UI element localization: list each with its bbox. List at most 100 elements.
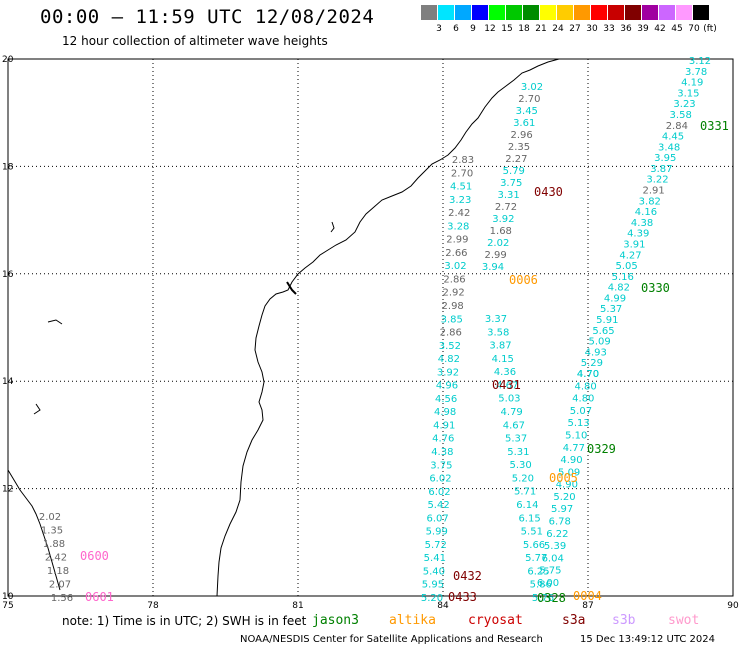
swh-value-track-c: 4.77 xyxy=(563,443,585,454)
swh-value-track-b: 6.14 xyxy=(516,500,538,511)
swh-value-track-c: 6.00 xyxy=(537,578,559,589)
satellite-legend-jason3: jason3 xyxy=(312,613,359,628)
pass-time-label: 0328 xyxy=(537,591,566,605)
swh-value-track-north: 2.99 xyxy=(484,250,506,261)
swh-value-track-b: 5.77 xyxy=(525,553,547,564)
swh-value-track-b: 4.15 xyxy=(492,354,514,365)
swh-value-track-east: 4.38 xyxy=(631,218,653,229)
swh-value-track-a: 6.07 xyxy=(427,513,449,524)
swh-value-track-b: 4.36 xyxy=(494,367,516,378)
swh-value-track-east: 4.16 xyxy=(635,207,657,218)
swh-value-track-b: 5.66 xyxy=(523,540,545,551)
coastline-southwest xyxy=(7,469,61,591)
colorbar-label: 36 xyxy=(620,24,632,34)
colorbar-swatch xyxy=(591,5,607,20)
swh-value-track-b: 5.03 xyxy=(498,394,520,405)
swh-value-track-east: 5.37 xyxy=(600,304,622,315)
swh-value-track-a: 6.02 xyxy=(428,487,450,498)
pass-time-label: 0600 xyxy=(80,549,109,563)
swh-value-track-b: 5.30 xyxy=(509,460,531,471)
swh-value-track-east: 3.91 xyxy=(623,239,645,250)
pass-time-label: 0331 xyxy=(700,119,729,133)
swh-value-track-east: 3.48 xyxy=(658,142,680,153)
swh-value-track-a: 5.40 xyxy=(423,566,445,577)
colorbar-swatch xyxy=(523,5,539,20)
lon-tick-label: 78 xyxy=(147,601,159,611)
swh-value-track-west: 2.42 xyxy=(45,553,67,564)
swh-value-track-c: 6.78 xyxy=(549,517,571,528)
swh-value-track-b: 6.25 xyxy=(527,566,549,577)
swh-value-track-a: 2.86 xyxy=(443,274,465,285)
swh-value-track-a: 5.72 xyxy=(425,540,447,551)
swh-value-track-east: 5.29 xyxy=(581,358,603,369)
colorbar-swatch xyxy=(642,5,658,20)
swh-value-track-east: 5.16 xyxy=(612,272,634,283)
island-shoal xyxy=(330,221,335,233)
swh-value-track-east: 5.65 xyxy=(592,326,614,337)
swh-value-track-b: 5.71 xyxy=(514,487,536,498)
swh-value-track-east: 4.45 xyxy=(662,132,684,143)
swh-value-track-a: 5.99 xyxy=(426,527,448,538)
swh-value-track-east: 5.09 xyxy=(588,337,610,348)
lat-tick-label: 16 xyxy=(2,270,14,280)
swh-value-track-c: 4.90 xyxy=(560,455,582,466)
colorbar-swatch xyxy=(625,5,641,20)
swh-value-track-a: 4.56 xyxy=(435,394,457,405)
swh-value-track-b: 4.79 xyxy=(501,407,523,418)
map-subtitle: 12 hour collection of altimeter wave hei… xyxy=(62,34,328,48)
colorbar-label: 70 xyxy=(688,24,700,34)
swh-value-track-a: 3.28 xyxy=(447,221,469,232)
swh-value-track-c: 4.80 xyxy=(572,394,594,405)
footer-note: note: 1) Time is in UTC; 2) SWH is in fe… xyxy=(62,614,307,628)
colorbar-label: 27 xyxy=(569,24,581,34)
swh-value-track-a: 3.75 xyxy=(430,460,452,471)
swh-value-track-east: 3.12 xyxy=(689,56,711,67)
swh-value-track-east: 5.91 xyxy=(596,315,618,326)
swh-value-track-c: 5.10 xyxy=(565,430,587,441)
colorbar-label: 39 xyxy=(637,24,649,34)
colorbar-label: 33 xyxy=(603,24,615,34)
colorbar-swatch xyxy=(455,5,471,20)
swh-value-track-east: 3.82 xyxy=(639,196,661,207)
pass-time-label: 0329 xyxy=(587,442,616,456)
swh-value-track-north: 5.79 xyxy=(503,166,525,177)
pass-time-label: 0330 xyxy=(641,281,670,295)
swh-value-track-north: 3.61 xyxy=(513,118,535,129)
swh-value-track-a: 3.85 xyxy=(441,314,463,325)
swh-value-track-c: 6.22 xyxy=(546,529,568,540)
swh-value-track-b: 3.37 xyxy=(485,314,507,325)
swh-value-track-east: 3.78 xyxy=(685,67,707,78)
swh-value-track-west: 1.35 xyxy=(41,526,63,537)
swh-value-track-b: 5.51 xyxy=(521,527,543,538)
swh-value-track-east: 4.99 xyxy=(604,293,626,304)
swh-value-track-north: 3.75 xyxy=(500,178,522,189)
pass-time-label: 0433 xyxy=(448,590,477,604)
colorbar-swatch xyxy=(608,5,624,20)
colorbar-label: 3 xyxy=(436,24,442,34)
swh-value-track-c: 5.75 xyxy=(539,566,561,577)
colorbar-swatch xyxy=(506,5,522,20)
swh-value-track-north: 3.45 xyxy=(516,106,538,117)
lon-tick-label: 90 xyxy=(727,601,739,611)
swh-value-track-north: 2.72 xyxy=(495,202,517,213)
swh-value-track-a: 4.38 xyxy=(431,447,453,458)
swh-value-track-north: 3.94 xyxy=(482,262,504,273)
colorbar-label: 45 xyxy=(671,24,683,34)
swh-value-track-east: 3.87 xyxy=(650,164,672,175)
swh-value-track-a: 2.42 xyxy=(448,208,470,219)
lat-tick-label: 14 xyxy=(2,377,14,387)
swh-value-track-b: 3.58 xyxy=(487,327,509,338)
swh-value-track-north: 2.27 xyxy=(505,154,527,165)
swh-value-track-north: 2.70 xyxy=(518,94,540,105)
colorbar-swatch xyxy=(574,5,590,20)
swh-value-track-east: 2.84 xyxy=(666,121,688,132)
satellite-legend-s3a: s3a xyxy=(562,613,586,628)
colorbar-swatch xyxy=(421,5,437,20)
colorbar-label: 6 xyxy=(453,24,459,34)
pass-time-label: 0431 xyxy=(492,378,521,392)
swh-value-track-north: 1.68 xyxy=(490,226,512,237)
swh-value-track-east: 4.70 xyxy=(577,369,599,380)
pass-time-label: 0004 xyxy=(573,589,602,603)
satellite-legend-swot: swot xyxy=(668,613,700,628)
colorbar-label: 18 xyxy=(518,24,530,34)
